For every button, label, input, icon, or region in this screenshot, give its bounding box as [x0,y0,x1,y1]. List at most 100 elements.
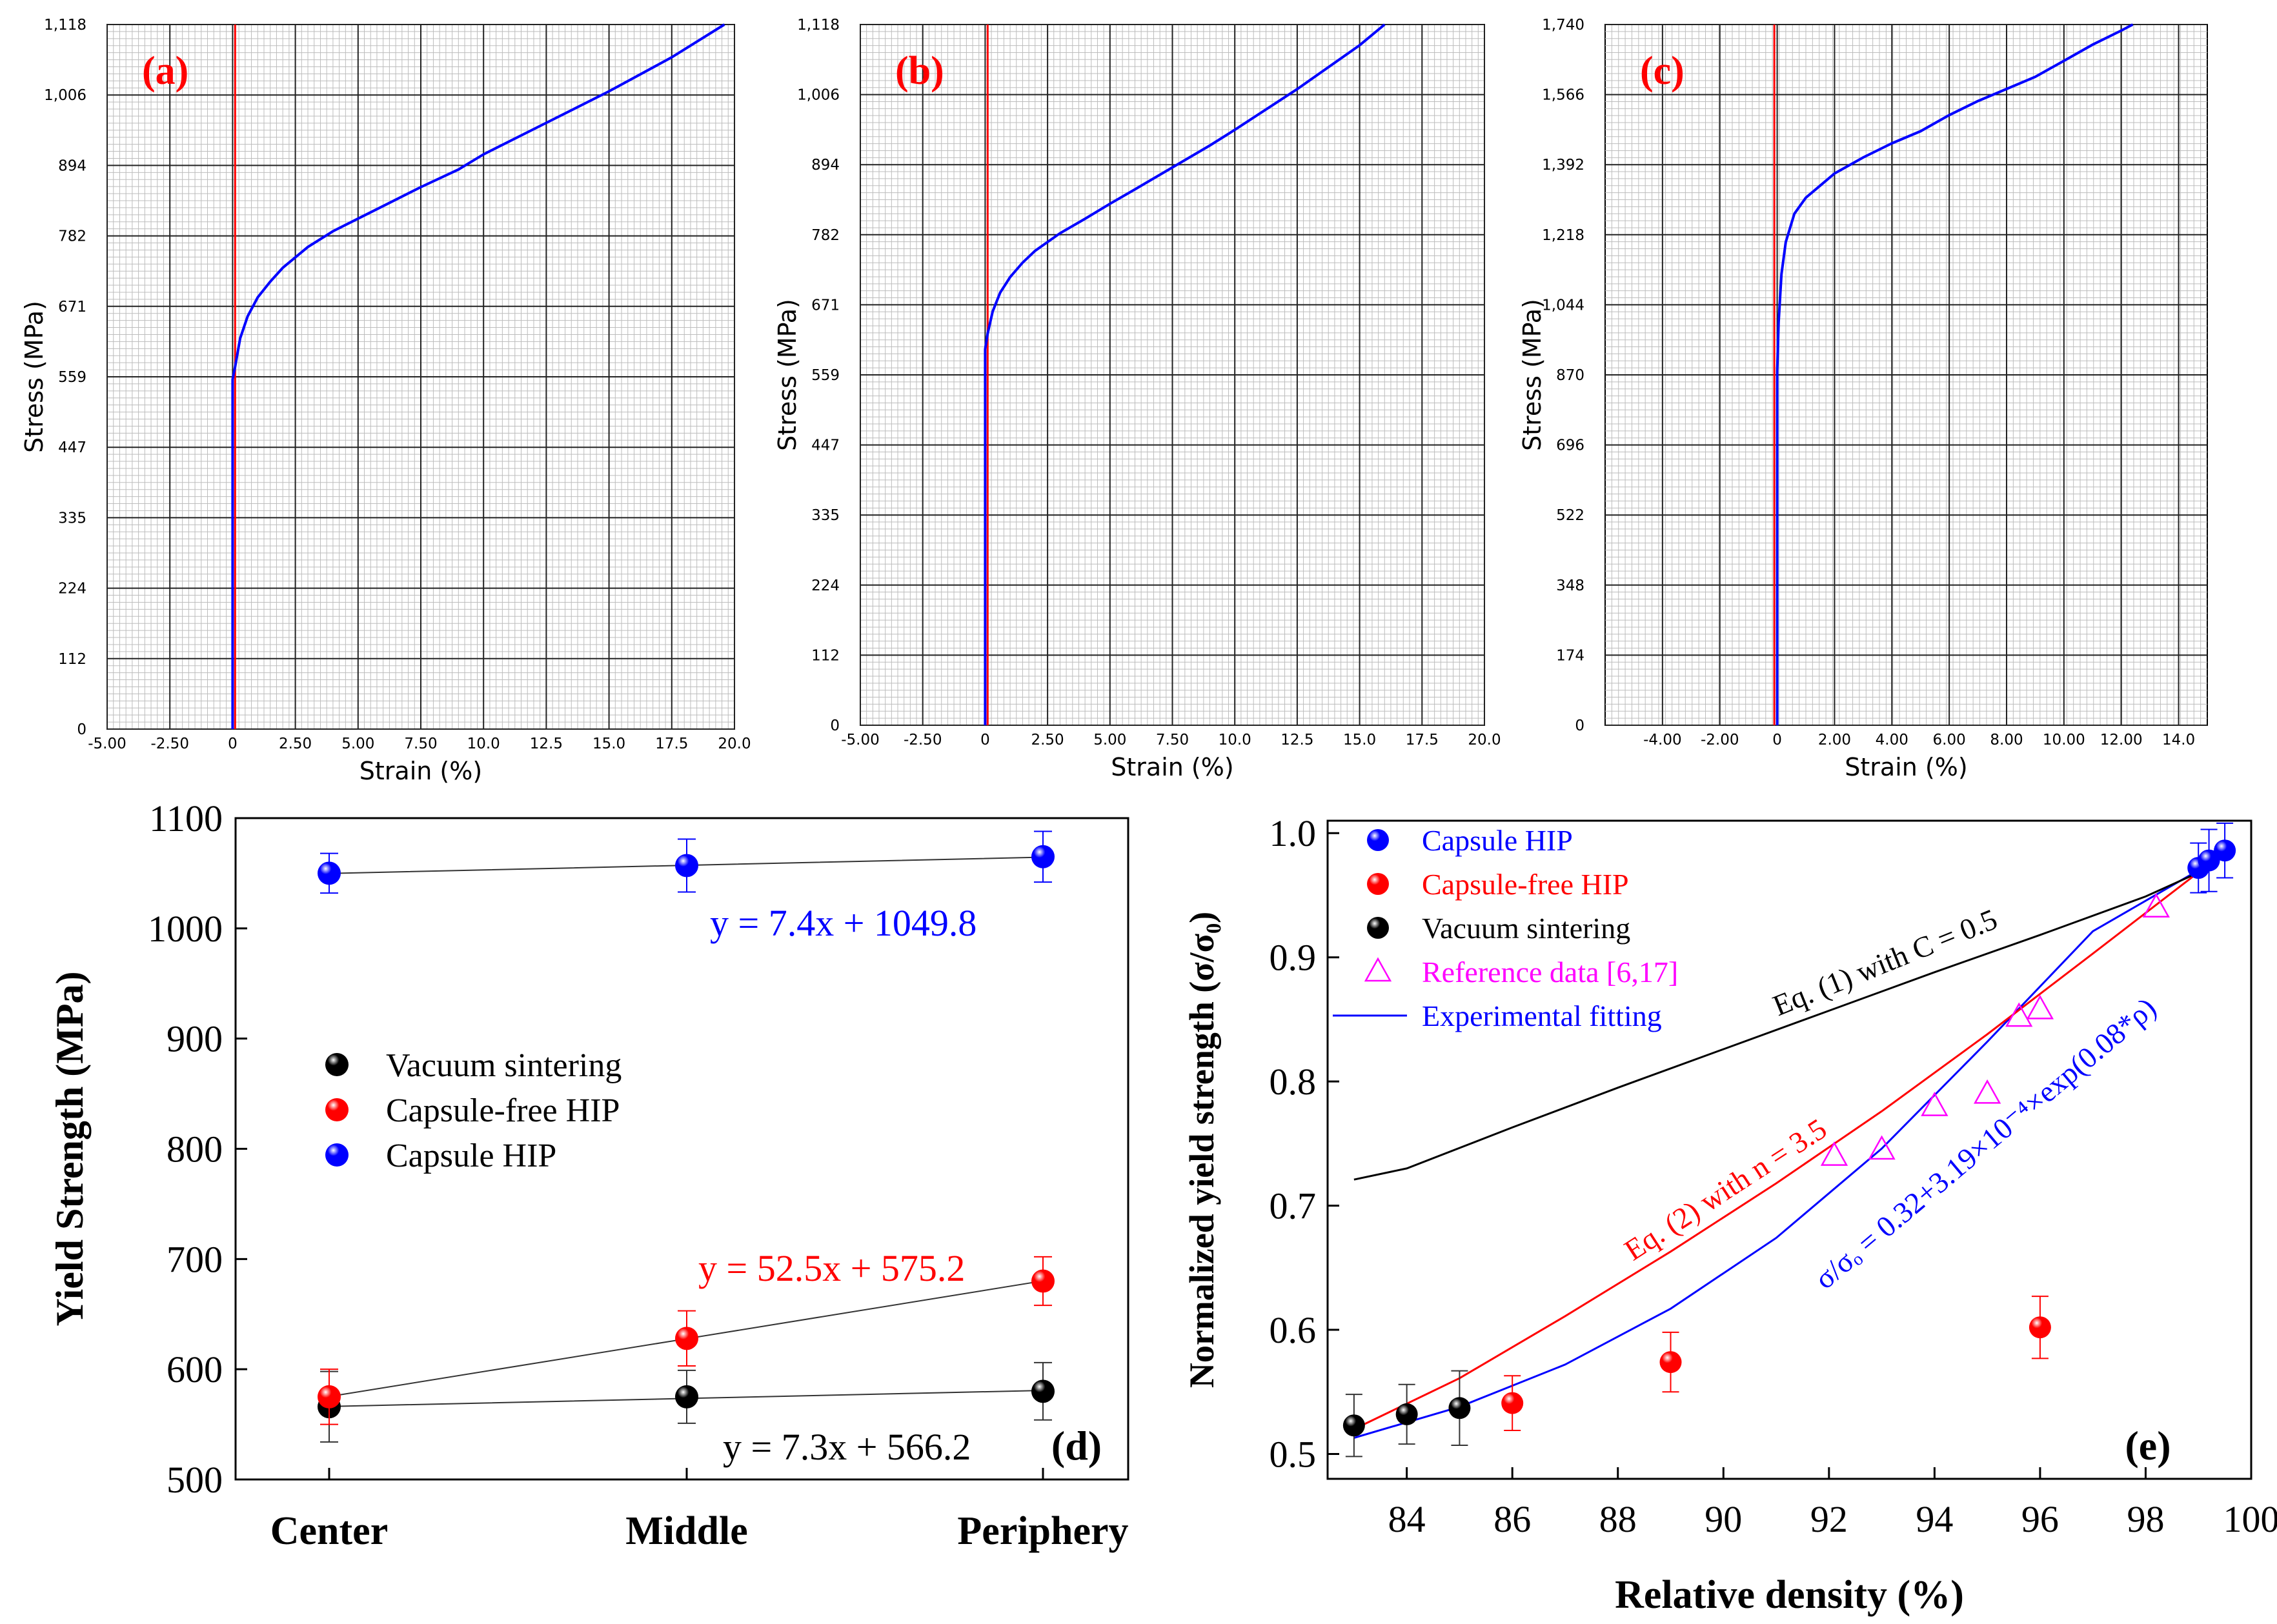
y-tick-label: 0.5 [1270,1434,1317,1476]
y-tick-label: 1,566 [1542,87,1584,104]
plot-area [234,817,1129,1481]
x-tick-label: 15.0 [592,736,625,752]
y-tick-label: 0.8 [1270,1061,1317,1103]
y-tick-label: 1,392 [1542,157,1584,174]
y-tick-label: 559 [811,367,840,384]
x-tick-label: 17.5 [1406,732,1439,748]
legend-marker [325,1143,349,1167]
y-tick-label: 1,006 [797,87,840,104]
plot-area [1326,819,2252,1480]
data-point [1031,1269,1055,1293]
data-point [318,1385,341,1408]
legend-marker [1367,917,1389,939]
curve-experimental-fitting [1353,863,2210,1439]
panel-b: -5.00 -2.50 0 2.50 5.00 7.50 10.0 12.5 15.0 17.5 2… [773,17,1501,781]
x-tick-label: 4.00 [1876,732,1908,748]
data-point [2198,849,2220,872]
y-tick-label: 782 [811,227,840,244]
y-tick-label: 112 [811,647,840,664]
y-axis-label: Stress (MPa) [773,299,802,451]
y-tick-label: 500 [167,1459,223,1501]
x-tick-label: -2.50 [904,732,942,748]
curve-eq-2-with-n-3-5 [1353,863,2210,1430]
x-tick-label: 7.50 [404,736,437,752]
x-tick-label: 12.5 [1280,732,1313,748]
panel-label: (e) [2125,1423,2171,1469]
x-axis-label: Strain (%) [1845,753,1967,781]
y-tick-label: 0.9 [1270,937,1317,979]
x-tick-label: -2.50 [150,736,189,752]
x-axis-label: Strain (%) [359,757,482,785]
x-tick-label: 88 [1599,1498,1637,1540]
y-tick-label: 1,218 [1542,227,1584,244]
x-tick-label: 92 [1810,1498,1848,1540]
reference-triangle [2005,1002,2033,1027]
x-tick-label: -4.00 [1643,732,1682,748]
x-tick-label: 15.0 [1343,732,1376,748]
legend-label: Experimental fitting [1422,999,1662,1032]
x-tick-label: 10.00 [2043,732,2085,748]
y-tick-label: 447 [58,439,86,456]
panel-label: (b) [895,49,944,93]
y-tick-label: 0.7 [1270,1185,1317,1227]
y-tick-label: 696 [1556,437,1584,454]
stress-strain-curve [1776,23,2134,725]
fit-equation-capsule-free-hip: y = 52.5x + 575.2 [698,1247,965,1289]
y-tick-label: 224 [58,581,86,597]
y-tick-label: 1000 [148,908,223,950]
y-tick-label: 800 [167,1128,223,1170]
x-category-label: Center [270,1509,388,1553]
x-tick-label: 7.50 [1156,732,1189,748]
legend-label: Capsule-free HIP [386,1092,620,1129]
x-tick-label: 98 [2127,1498,2164,1540]
y-tick-label: 335 [811,507,840,524]
y-tick-label: 0 [830,717,840,734]
data-point [1031,1379,1055,1403]
y-tick-label: 559 [58,369,86,386]
panel-label: (d) [1051,1423,1102,1469]
y-tick-label: 224 [811,577,840,594]
x-tick-label: 96 [2021,1498,2059,1540]
x-tick-label: 17.5 [655,736,688,752]
y-tick-label: 671 [58,299,86,316]
stress-strain-curve [231,23,725,729]
legend-marker [325,1053,349,1076]
y-tick-label: 1100 [149,797,223,839]
x-category-label: Middle [625,1509,747,1553]
data-point [1342,1414,1365,1437]
y-axis-label: Yield Strength (MPa) [48,972,91,1327]
x-tick-label: 5.00 [1093,732,1126,748]
reference-triangle [1868,1135,1896,1160]
x-axis-label: Relative density (%) [1615,1573,1964,1617]
legend-label: Capsule HIP [386,1138,556,1174]
y-tick-label: 700 [167,1238,223,1280]
y-tick-label: 600 [167,1348,223,1390]
y-axis-label: Stress (MPa) [1518,299,1546,451]
x-tick-label: 90 [1705,1498,1742,1540]
annotation-eq1: Eq. (1) with C = 0.5 [1768,903,2002,1023]
x-tick-label: 0 [1772,732,1782,748]
y-tick-label: 900 [167,1018,223,1060]
y-tick-label: 1,044 [1542,297,1584,314]
x-tick-label: 20.0 [718,736,751,752]
series-capsule-hip [318,830,1055,894]
y-tick-label: 1,118 [797,17,840,34]
stress-strain-curve [984,23,1386,725]
x-tick-label: -5.00 [841,732,880,748]
data-point [1659,1351,1682,1374]
y-tick-label: 894 [811,157,840,174]
y-tick-label: 894 [58,157,86,174]
x-tick-label: 2.00 [1818,732,1851,748]
panel-a: -5.00 -2.50 0 2.50 5.00 7.50 10.0 12.5 15.0 17.5 2… [20,17,751,785]
y-tick-label: 671 [811,297,840,314]
data-point [1448,1397,1471,1419]
data-point [1501,1392,1524,1414]
x-tick-label: 5.00 [341,736,374,752]
data-point [675,854,698,877]
y-tick-label: 335 [58,510,86,526]
legend-label: Vacuum sintering [1422,912,1630,945]
legend-label: Capsule-free HIP [1422,868,1629,901]
x-tick-label: 14.0 [2162,732,2195,748]
legend-marker [1367,829,1389,851]
